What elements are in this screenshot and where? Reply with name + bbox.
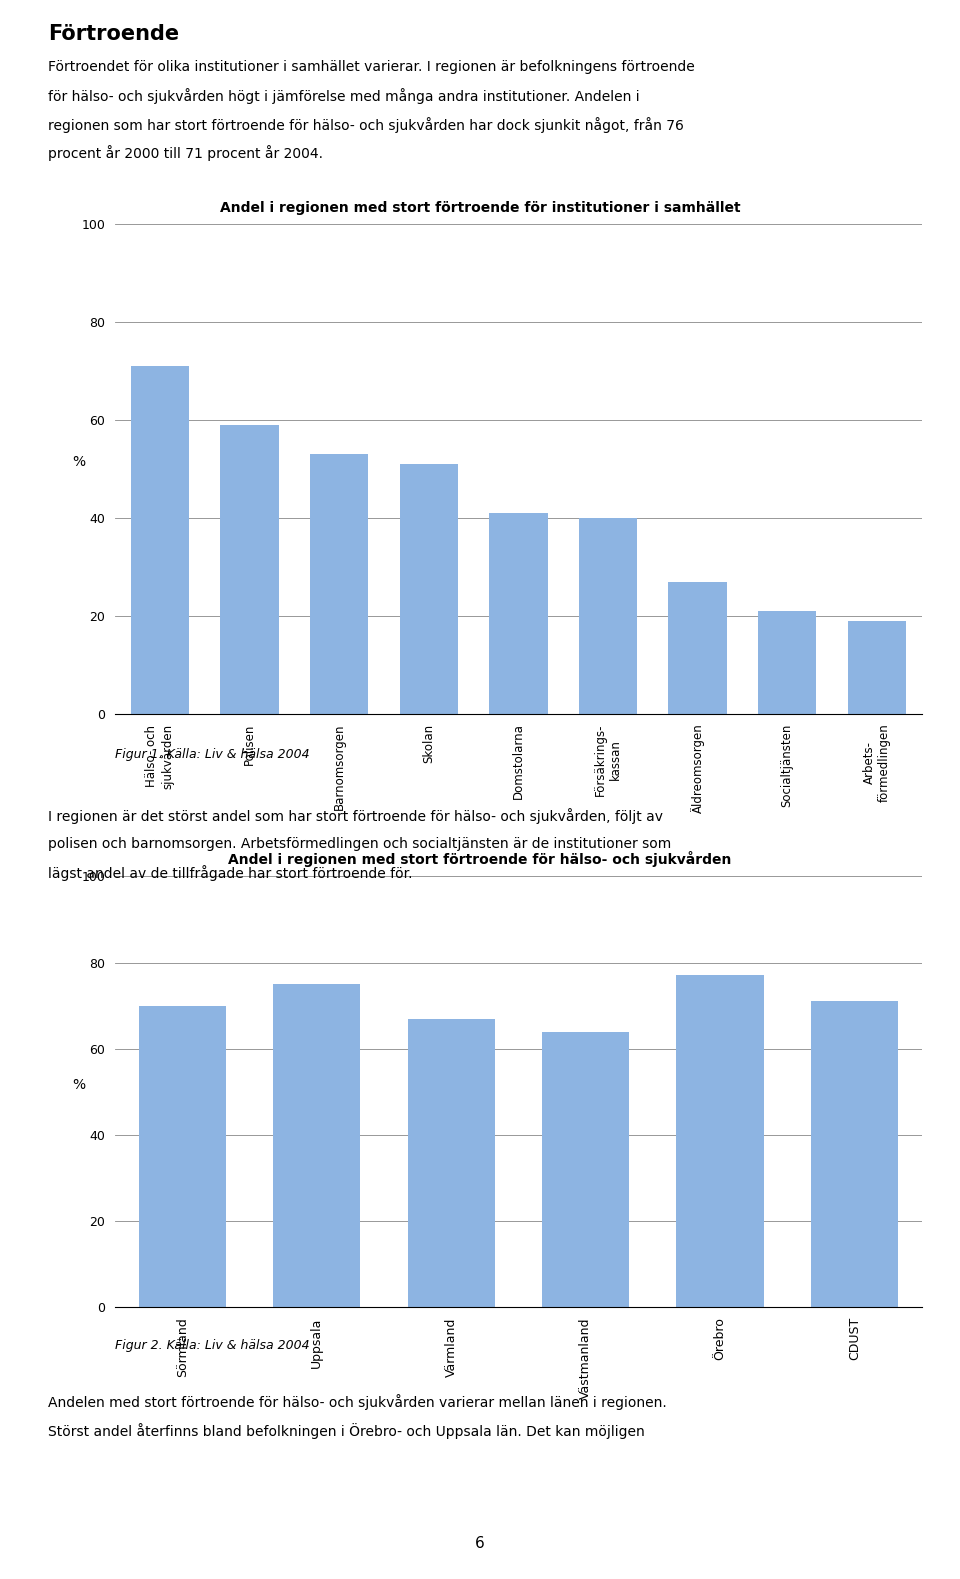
Text: Förtroendet för olika institutioner i samhället varierar. I regionen är befolkni: Förtroendet för olika institutioner i sa… [48,60,695,74]
Bar [668,581,727,714]
Bar [273,984,360,1307]
Text: Figur 1. Källa: Liv & hälsa 2004: Figur 1. Källa: Liv & hälsa 2004 [115,748,310,761]
Bar [848,621,906,714]
Bar [541,1031,629,1307]
Text: lägst andel av de tillfrågade har stort förtroende för.: lägst andel av de tillfrågade har stort … [48,865,413,881]
Text: Förtroende: Förtroende [48,24,180,44]
Text: regionen som har stort förtroende för hälso- och sjukvården har dock sjunkit någ: regionen som har stort förtroende för hä… [48,117,684,133]
Text: Andel i regionen med stort förtroende för hälso- och sjukvården: Andel i regionen med stort förtroende fö… [228,851,732,867]
Y-axis label: %: % [72,455,85,469]
Text: procent år 2000 till 71 procent år 2004.: procent år 2000 till 71 procent år 2004. [48,145,323,161]
Text: Andelen med stort förtroende för hälso- och sjukvården varierar mellan länen i r: Andelen med stort förtroende för hälso- … [48,1394,667,1410]
Text: I regionen är det störst andel som har stort förtroende för hälso- och sjukvårde: I regionen är det störst andel som har s… [48,808,663,824]
Bar [758,611,816,714]
Text: Figur 2. Källa: Liv & hälsa 2004: Figur 2. Källa: Liv & hälsa 2004 [115,1339,310,1352]
Bar [138,1006,226,1307]
Bar [676,976,764,1307]
Bar [490,513,547,714]
Bar [221,425,278,714]
Bar [399,464,458,714]
Text: polisen och barnomsorgen. Arbetsförmedlingen och socialtjänsten är de institutio: polisen och barnomsorgen. Arbetsförmedli… [48,837,671,851]
Text: 6: 6 [475,1536,485,1551]
Y-axis label: %: % [72,1078,85,1093]
Text: för hälso- och sjukvården högt i jämförelse med många andra institutioner. Andel: för hälso- och sjukvården högt i jämföre… [48,88,639,104]
Bar [407,1018,495,1307]
Bar [131,366,189,714]
Text: Störst andel återfinns bland befolkningen i Örebro- och Uppsala län. Det kan möj: Störst andel återfinns bland befolkninge… [48,1423,645,1438]
Bar [579,518,637,714]
Bar [810,1001,898,1307]
Text: Andel i regionen med stort förtroende för institutioner i samhället: Andel i regionen med stort förtroende fö… [220,201,740,215]
Bar [310,455,369,714]
